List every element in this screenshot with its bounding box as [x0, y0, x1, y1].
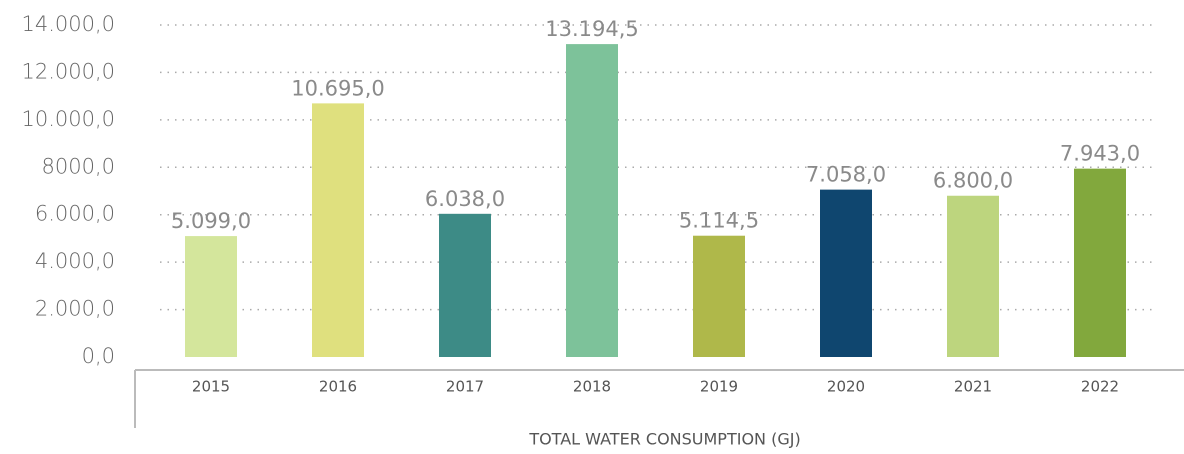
x-tick-label: 2020 — [827, 378, 865, 396]
value-label: 5.114,5 — [679, 209, 759, 233]
value-label: 13.194,5 — [545, 17, 639, 41]
x-tick-label: 2018 — [573, 378, 611, 396]
value-label: 7.058,0 — [806, 163, 886, 187]
y-tick-label: 6.000,0 — [35, 202, 115, 226]
value-label: 5.099,0 — [171, 209, 251, 233]
value-label: 6.800,0 — [933, 169, 1013, 193]
y-tick-label: 8000,0 — [42, 154, 115, 178]
bar — [439, 213, 491, 357]
bar — [185, 236, 237, 357]
value-label: 7.943,0 — [1060, 142, 1140, 166]
bar — [312, 103, 364, 357]
x-tick-label: 2015 — [192, 378, 230, 396]
value-label: 10.695,0 — [291, 76, 385, 100]
x-tick-label: 2021 — [954, 378, 992, 396]
y-tick-label: 14.000,0 — [21, 12, 115, 36]
x-tick-label: 2019 — [700, 378, 738, 396]
bar — [1074, 168, 1126, 357]
bar — [693, 235, 745, 357]
x-tick-label: 2016 — [319, 378, 357, 396]
value-label: 6.038,0 — [425, 187, 505, 211]
bar — [566, 44, 618, 357]
x-tick-label: 2022 — [1081, 378, 1119, 396]
y-tick-label: 0,0 — [82, 344, 115, 368]
x-axis-label: TOTAL WATER CONSUMPTION (GJ) — [528, 430, 800, 449]
y-tick-label: 4.000,0 — [35, 249, 115, 273]
y-tick-label: 10.000,0 — [21, 107, 115, 131]
y-tick-label: 12.000,0 — [21, 59, 115, 83]
x-tick-label: 2017 — [446, 378, 484, 396]
bar — [820, 189, 872, 357]
bar — [947, 195, 999, 357]
y-tick-label: 2.000,0 — [35, 297, 115, 321]
